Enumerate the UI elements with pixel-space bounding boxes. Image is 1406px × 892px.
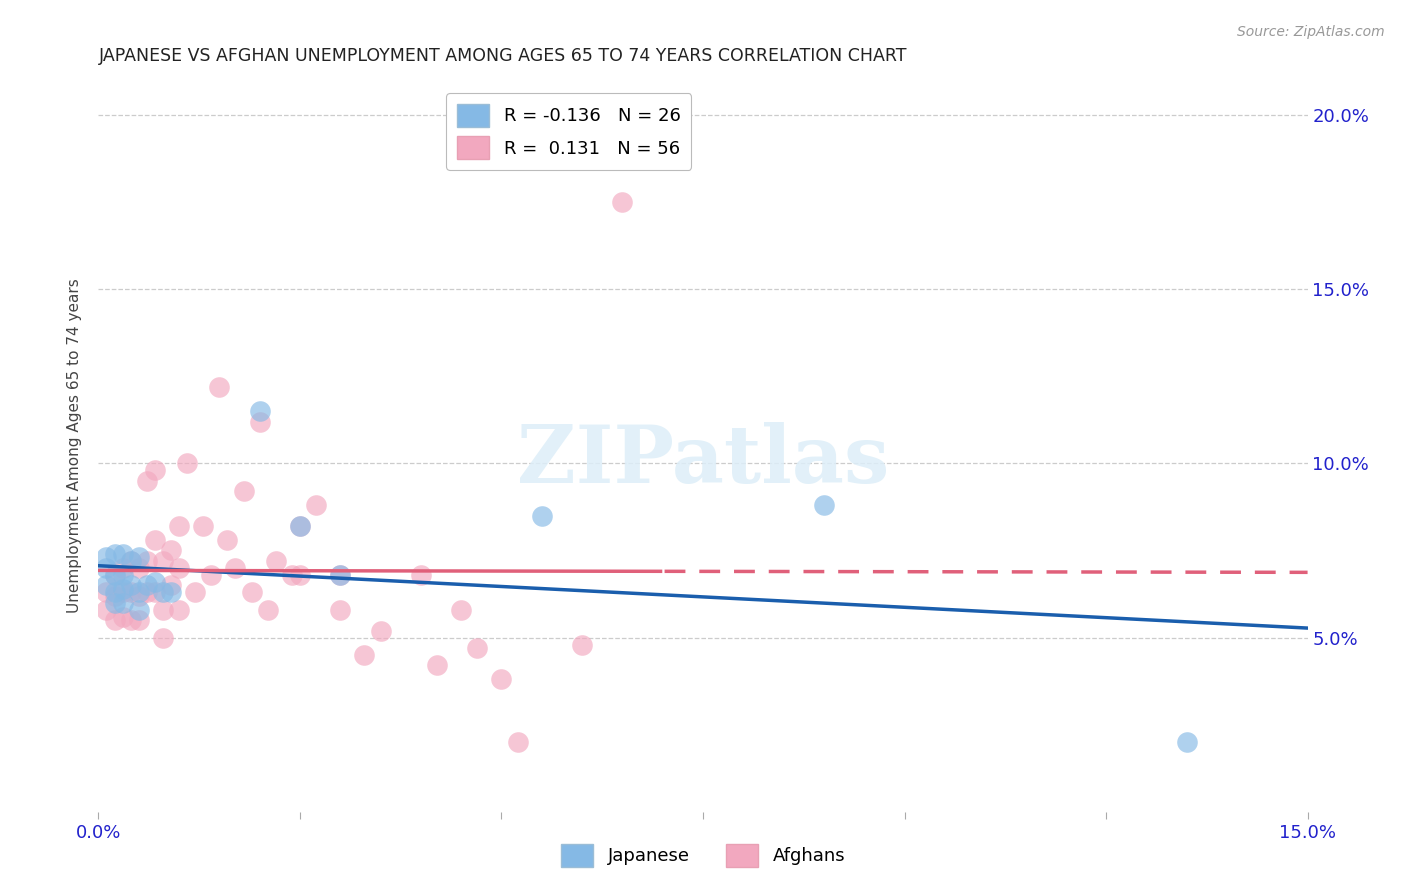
Point	[353, 648, 375, 662]
Point	[111, 596, 134, 610]
Point	[152, 554, 174, 568]
Point	[111, 567, 134, 582]
Point	[264, 554, 287, 568]
Point	[167, 603, 190, 617]
Point	[111, 547, 134, 561]
Point	[256, 603, 278, 617]
Point	[281, 567, 304, 582]
Text: JAPANESE VS AFGHAN UNEMPLOYMENT AMONG AGES 65 TO 74 YEARS CORRELATION CHART: JAPANESE VS AFGHAN UNEMPLOYMENT AMONG AG…	[98, 47, 907, 65]
Point	[103, 613, 125, 627]
Point	[232, 484, 254, 499]
Point	[160, 578, 183, 592]
Point	[193, 519, 215, 533]
Point	[128, 613, 150, 627]
Point	[506, 735, 529, 749]
Point	[135, 585, 157, 599]
Point	[135, 578, 157, 592]
Point	[120, 554, 142, 568]
Point	[329, 567, 352, 582]
Point	[1175, 735, 1198, 749]
Text: Source: ZipAtlas.com: Source: ZipAtlas.com	[1237, 25, 1385, 39]
Point	[167, 561, 190, 575]
Point	[450, 603, 472, 617]
Point	[111, 609, 134, 624]
Point	[135, 554, 157, 568]
Point	[120, 554, 142, 568]
Point	[111, 585, 134, 599]
Point	[288, 567, 311, 582]
Point	[96, 603, 118, 617]
Point	[491, 673, 513, 687]
Point	[426, 658, 449, 673]
Point	[813, 498, 835, 512]
Point	[329, 567, 352, 582]
Point	[128, 550, 150, 565]
Point	[103, 567, 125, 582]
Point	[160, 543, 183, 558]
Point	[167, 519, 190, 533]
Point	[128, 589, 150, 603]
Point	[152, 603, 174, 617]
Point	[103, 589, 125, 603]
Point	[288, 519, 311, 533]
Point	[288, 519, 311, 533]
Point	[370, 624, 392, 638]
Point	[409, 567, 432, 582]
Point	[305, 498, 328, 512]
Point	[465, 640, 488, 655]
Point	[103, 596, 125, 610]
Point	[143, 463, 166, 477]
Point	[120, 585, 142, 599]
Point	[103, 567, 125, 582]
Point	[143, 574, 166, 589]
Point	[240, 585, 263, 599]
Point	[96, 585, 118, 599]
Point	[160, 585, 183, 599]
Point	[200, 567, 222, 582]
Point	[120, 578, 142, 592]
Point	[176, 457, 198, 471]
Point	[135, 474, 157, 488]
Point	[96, 561, 118, 575]
Point	[128, 585, 150, 599]
Text: ZIPatlas: ZIPatlas	[517, 422, 889, 500]
Legend: R = -0.136   N = 26, R =  0.131   N = 56: R = -0.136 N = 26, R = 0.131 N = 56	[446, 93, 692, 170]
Point	[612, 195, 634, 210]
Point	[249, 404, 271, 418]
Point	[184, 585, 207, 599]
Point	[217, 533, 239, 547]
Point	[103, 585, 125, 599]
Point	[224, 561, 246, 575]
Point	[152, 585, 174, 599]
Point	[530, 508, 553, 523]
Point	[329, 603, 352, 617]
Point	[120, 613, 142, 627]
Point	[128, 561, 150, 575]
Point	[571, 638, 593, 652]
Point	[96, 578, 118, 592]
Point	[128, 603, 150, 617]
Point	[152, 631, 174, 645]
Point	[143, 585, 166, 599]
Legend: Japanese, Afghans: Japanese, Afghans	[554, 837, 852, 874]
Point	[249, 415, 271, 429]
Point	[111, 582, 134, 596]
Point	[96, 550, 118, 565]
Point	[103, 547, 125, 561]
Point	[143, 533, 166, 547]
Y-axis label: Unemployment Among Ages 65 to 74 years: Unemployment Among Ages 65 to 74 years	[67, 278, 83, 614]
Point	[111, 561, 134, 575]
Point	[208, 380, 231, 394]
